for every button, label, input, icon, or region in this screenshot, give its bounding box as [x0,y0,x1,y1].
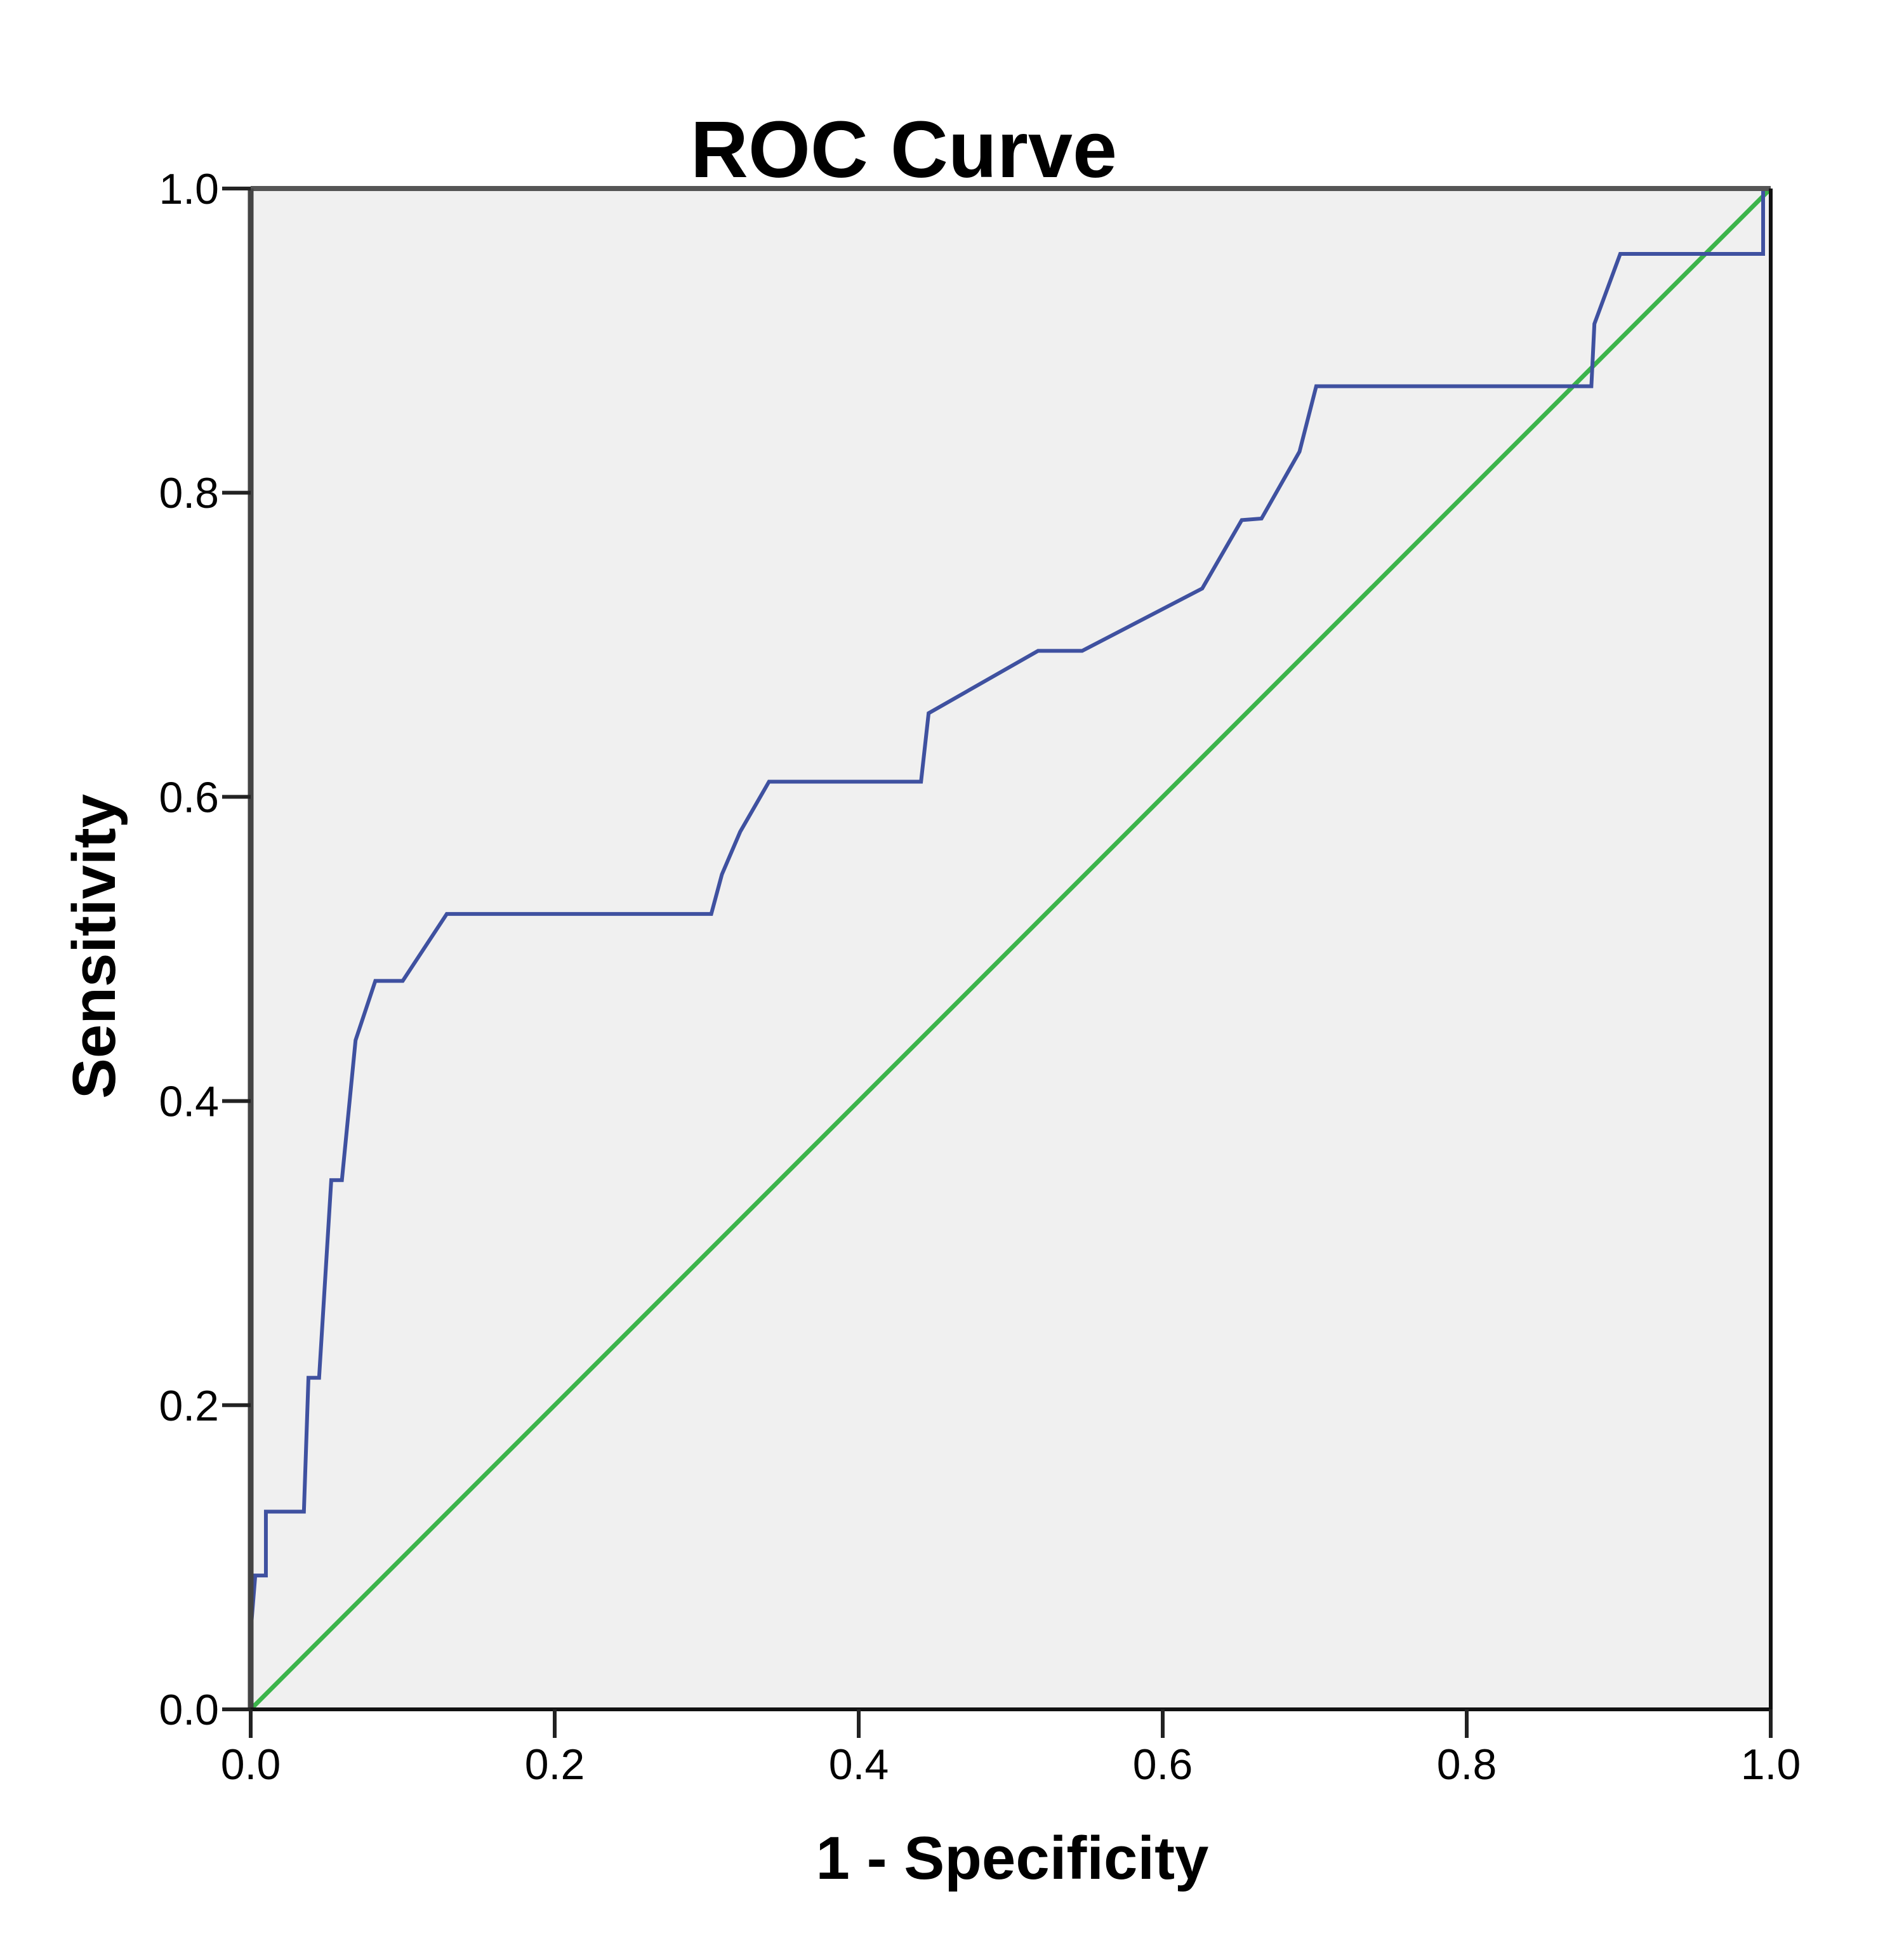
x-tick-label: 0.8 [1437,1740,1497,1789]
y-tick-label: 0.6 [159,773,219,821]
y-tick-label: 0.8 [159,469,219,517]
y-tick-label: 0.4 [159,1078,219,1126]
y-axis-ticks: 0.0 0.2 0.4 0.6 0.8 1.0 [159,165,251,1734]
x-tick-label: 0.2 [525,1740,585,1789]
x-tick-label: 1.0 [1741,1740,1801,1789]
roc-curve-path [249,187,1771,1709]
y-tick-label: 0.2 [159,1382,219,1430]
reference-diagonal-line [249,187,1773,1711]
y-tick-label: 0.0 [159,1686,219,1734]
reference-line [249,187,1773,1711]
x-axis-ticks: 0.0 0.2 0.4 0.6 0.8 1.0 [221,1709,1801,1789]
roc-curve-line [249,187,1771,1709]
y-tick-label: 1.0 [159,165,219,213]
x-axis-label: 1 - Specificity [816,1824,1209,1892]
x-tick-label: 0.0 [221,1740,281,1789]
x-tick-label: 0.6 [1133,1740,1193,1789]
chart-title: ROC Curve [691,105,1117,194]
y-axis-label: Sensitivity [60,794,128,1099]
x-tick-label: 0.4 [829,1740,889,1789]
